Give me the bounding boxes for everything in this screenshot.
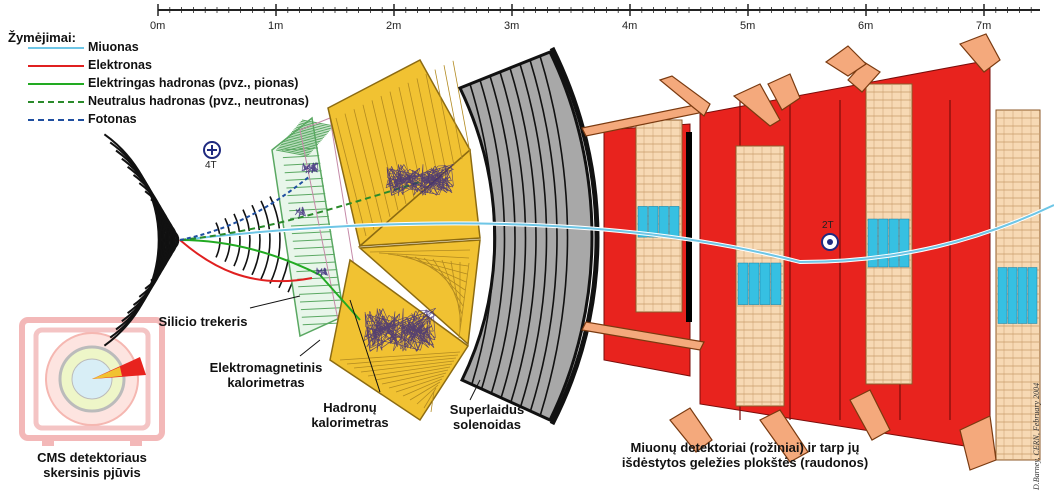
legend-label: Fotonas [88,112,137,126]
cross-section-label-line1: CMS detektoriaus [37,450,147,465]
neutral-hadron-track [179,181,421,241]
distance-ruler [157,4,1040,16]
ruler-tick-label: 2m [386,20,402,32]
legend-title: Žymėjimai: [8,30,76,45]
field-4t-label: 4T [205,160,217,171]
muon-label: Miuonų detektoriai (rožiniai) ir tarp jų… [590,440,900,470]
field-4t-symbol [203,141,221,159]
field-2t-label: 2T [822,220,834,231]
cross-section-label-line2: skersinis pjūvis [43,465,141,480]
ruler-tick-label: 0m [150,20,166,32]
cross-section-label: CMS detektoriaus skersinis pjūvis [22,450,162,480]
muon-system [581,33,1041,471]
muon-label-line2: išdėstytos geležies plokštės (raudonos) [621,455,869,470]
hcal-label: Hadronų kalorimetras [300,400,400,430]
legend-label: Neutralus hadronas (pvz., neutronas) [88,94,309,108]
legend-label: Miuonas [88,40,139,54]
solenoid-label-line1: Superlaidus [449,402,525,417]
hcal [327,58,481,422]
ecal-label-line1: Elektromagnetinis [209,360,323,375]
legend-swatch [28,83,84,85]
ecal-label: Elektromagnetinis kalorimetras [196,360,336,390]
ecal-label-line2: kalorimetras [227,375,305,390]
particle-shower [385,163,454,196]
ruler-tick-label: 6m [858,20,874,32]
muon-label-line1: Miuonų detektoriai (rožiniai) ir tarp jų [630,440,860,455]
legend-swatch [28,65,84,67]
ruler-tick-label: 7m [976,20,992,32]
particle-tracks [179,162,1054,352]
superconducting-solenoid [457,46,600,426]
silicon-tracker [103,133,311,347]
particle-shower [315,267,328,277]
muon-track [179,204,1054,264]
legend-label: Elektronas [88,58,152,72]
hcal-label-line2: kalorimetras [311,415,389,430]
hcal-label-line1: Hadronų [323,400,377,415]
ruler-tick-label: 1m [268,20,284,32]
tracker-label: Silicio trekeris [158,314,248,329]
solenoid-label: Superlaidus solenoidas [432,402,542,432]
legend-label: Elektringas hadronas (pvz., pionas) [88,76,299,90]
solenoid-label-line2: solenoidas [453,417,521,432]
particle-shower [363,307,437,352]
legend-swatch [28,119,84,121]
cms-cross-section-thumbnail [19,317,165,446]
ruler-tick-label: 3m [504,20,520,32]
particle-shower [301,162,319,174]
ruler-tick-label: 4m [622,20,638,32]
legend-swatch [28,47,84,49]
particle-shower [294,206,306,218]
electron-track [179,239,313,283]
ruler-tick-label: 5m [740,20,756,32]
charged-hadron-track [179,239,361,321]
legend-swatch [28,101,84,103]
field-2t-symbol [821,233,839,251]
image-credit: D.Barney, CERN, February 2004 [1032,382,1041,490]
